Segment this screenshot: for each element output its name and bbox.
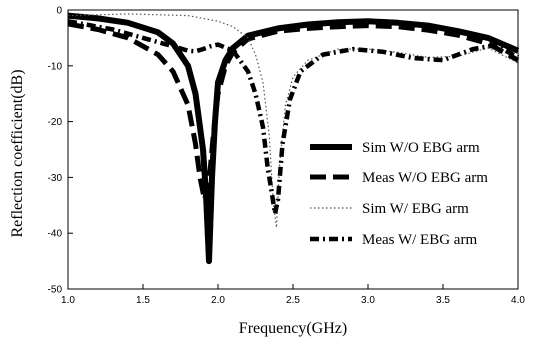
series-line-1 bbox=[67, 12, 520, 265]
ticks-layer: 1.0 1.5 2.0 2.5 3.0 3.5 4.0 0 -10 -20 -30 -40 -50 bbox=[48, 6, 526, 307]
y-tick-label: 0 bbox=[56, 6, 62, 17]
legend-label-4: Meas W/ EBG arm bbox=[362, 232, 477, 248]
x-tick-label: 2.0 bbox=[211, 295, 225, 306]
series-line-2 bbox=[67, 21, 520, 203]
series-line-4 bbox=[67, 18, 520, 216]
x-tick-label: 1.5 bbox=[136, 295, 150, 306]
x-tick-label: 1.0 bbox=[61, 295, 75, 306]
legend-label-2: Meas W/O EBG arm bbox=[362, 170, 488, 186]
y-tick-label: -30 bbox=[48, 173, 63, 184]
legend-label-3: Sim W/ EBG arm bbox=[362, 201, 469, 217]
x-tick-label: 3.0 bbox=[361, 295, 375, 306]
x-axis-title: Frequency(GHz) bbox=[239, 320, 347, 337]
series-line-3 bbox=[67, 13, 519, 229]
y-tick-label: -50 bbox=[48, 285, 63, 296]
x-tick-label: 4.0 bbox=[511, 295, 525, 306]
y-axis-title: Reflection coefficient(dB) bbox=[9, 69, 26, 237]
series-layer bbox=[67, 12, 520, 265]
x-tick-label: 2.5 bbox=[286, 295, 300, 306]
legend-label-1: Sim W/O EBG arm bbox=[362, 140, 480, 156]
y-tick-label: -20 bbox=[48, 117, 63, 128]
y-tick-label: -10 bbox=[48, 61, 63, 72]
legend: Sim W/O EBG arm Meas W/O EBG arm Sim W/ EB… bbox=[310, 140, 488, 248]
y-tick-label: -40 bbox=[48, 229, 63, 240]
x-tick-label: 3.5 bbox=[436, 295, 450, 306]
